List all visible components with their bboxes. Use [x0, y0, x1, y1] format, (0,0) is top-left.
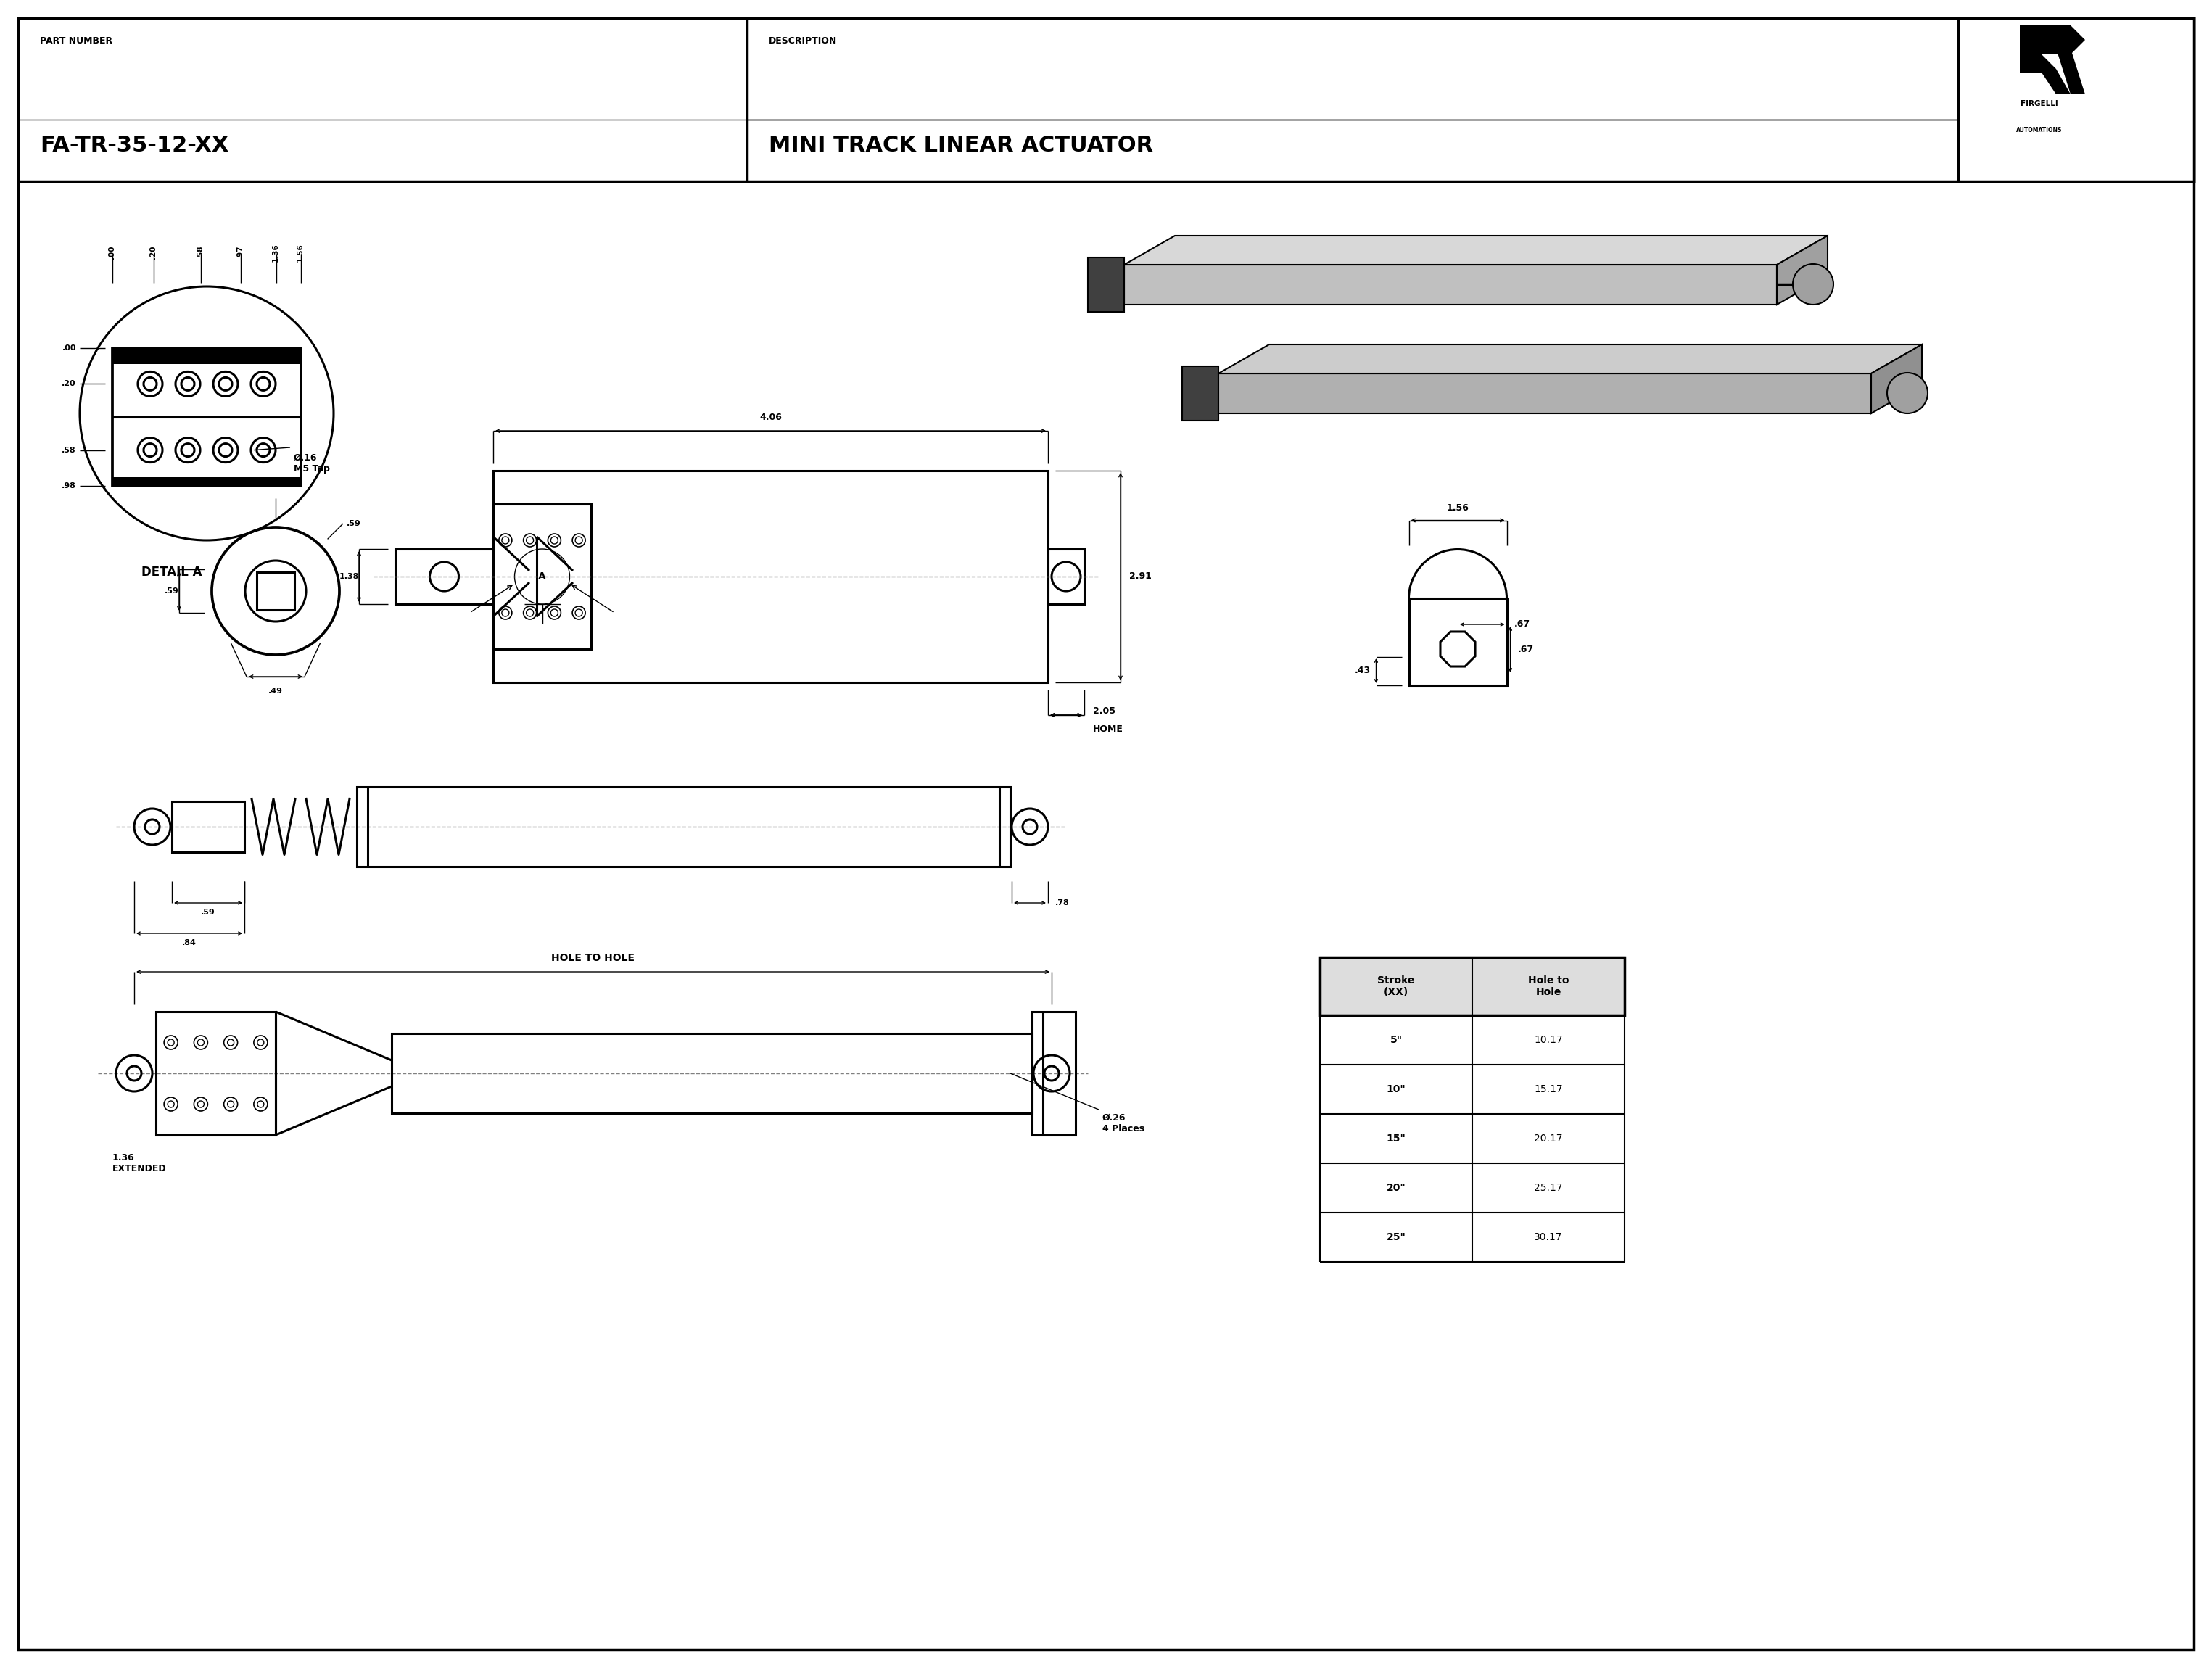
Text: 1.36
EXTENDED: 1.36 EXTENDED [113, 1153, 166, 1173]
Polygon shape [2020, 25, 2086, 95]
Polygon shape [2048, 25, 2086, 95]
Text: 2.05: 2.05 [1093, 707, 1115, 716]
Bar [1409, 599, 1506, 686]
Text: 5": 5" [1389, 1034, 1402, 1046]
Bar [113, 349, 301, 364]
Bar [493, 470, 1048, 682]
Bar [1048, 549, 1084, 604]
Text: .49: .49 [268, 687, 283, 696]
Polygon shape [1124, 265, 1776, 305]
Text: Stroke
(XX): Stroke (XX) [1378, 976, 1416, 997]
Text: .67: .67 [1517, 646, 1533, 654]
Text: .59: .59 [201, 909, 215, 916]
Text: FIRGELLI: FIRGELLI [2020, 100, 2057, 107]
Bar [257, 572, 294, 610]
Text: 1.56: 1.56 [1447, 504, 1469, 514]
Text: HOLE TO HOLE: HOLE TO HOLE [551, 952, 635, 962]
Text: .98: .98 [62, 482, 75, 489]
Bar [18, 18, 2194, 182]
Text: 15.17: 15.17 [1535, 1084, 1562, 1094]
Text: .43: .43 [1354, 666, 1371, 676]
Text: DESCRIPTION: DESCRIPTION [770, 37, 836, 45]
Text: DETAIL A: DETAIL A [142, 565, 201, 579]
Text: PART NUMBER: PART NUMBER [40, 37, 113, 45]
Bar [392, 1034, 1033, 1113]
Text: FA-TR-35-12-XX: FA-TR-35-12-XX [40, 135, 228, 155]
Text: 10.17: 10.17 [1535, 1034, 1562, 1046]
Text: .59: .59 [347, 520, 361, 527]
Circle shape [1887, 372, 1927, 414]
Polygon shape [1181, 367, 1219, 420]
Text: Hole to
Hole: Hole to Hole [1528, 976, 1568, 997]
Text: .97: .97 [237, 245, 243, 259]
Text: 10": 10" [1387, 1084, 1407, 1094]
Text: 25.17: 25.17 [1535, 1183, 1562, 1193]
Text: .84: .84 [181, 939, 197, 946]
Text: A: A [538, 572, 546, 582]
Text: .58: .58 [62, 447, 75, 454]
Bar [1033, 1012, 1075, 1134]
Text: 1.38: 1.38 [338, 572, 358, 580]
Text: Ø.16
M5 Tap: Ø.16 M5 Tap [294, 454, 330, 474]
Text: 20": 20" [1387, 1183, 1407, 1193]
Text: 30.17: 30.17 [1535, 1233, 1562, 1243]
Circle shape [1792, 264, 1834, 305]
Bar [396, 549, 493, 604]
Text: MINI TRACK LINEAR ACTUATOR: MINI TRACK LINEAR ACTUATOR [770, 135, 1152, 155]
Polygon shape [1776, 235, 1827, 305]
Bar [356, 787, 1011, 867]
Bar [155, 1012, 276, 1134]
Bar [1321, 957, 1624, 1016]
Text: 4.06: 4.06 [759, 412, 781, 422]
Text: .00: .00 [62, 345, 75, 352]
Text: 1.56: 1.56 [296, 244, 303, 262]
Polygon shape [1088, 257, 1124, 312]
Text: HOME: HOME [1093, 726, 1124, 734]
Bar [1958, 18, 2194, 182]
Text: .67: .67 [1513, 620, 1531, 629]
Text: AUTOMATIONS: AUTOMATIONS [2017, 127, 2062, 133]
Text: .00: .00 [108, 245, 115, 259]
Bar [493, 504, 591, 649]
Bar [113, 349, 301, 485]
Text: .20: .20 [62, 380, 75, 387]
Bar [173, 801, 243, 852]
Polygon shape [1124, 235, 1827, 265]
Text: 1.36: 1.36 [272, 244, 279, 262]
Text: .59: .59 [166, 587, 179, 595]
Text: .58: .58 [197, 245, 204, 259]
Text: 25": 25" [1387, 1233, 1407, 1243]
Bar [113, 477, 301, 485]
Polygon shape [1219, 345, 1922, 374]
Text: .78: .78 [1055, 899, 1071, 906]
Text: 2.91: 2.91 [1128, 572, 1152, 580]
Text: 15": 15" [1387, 1134, 1407, 1144]
Text: .20: .20 [150, 245, 157, 259]
Polygon shape [1219, 374, 1871, 414]
Text: Ø.26
4 Places: Ø.26 4 Places [1102, 1113, 1144, 1134]
Polygon shape [1871, 345, 1922, 414]
Text: 20.17: 20.17 [1535, 1134, 1562, 1144]
